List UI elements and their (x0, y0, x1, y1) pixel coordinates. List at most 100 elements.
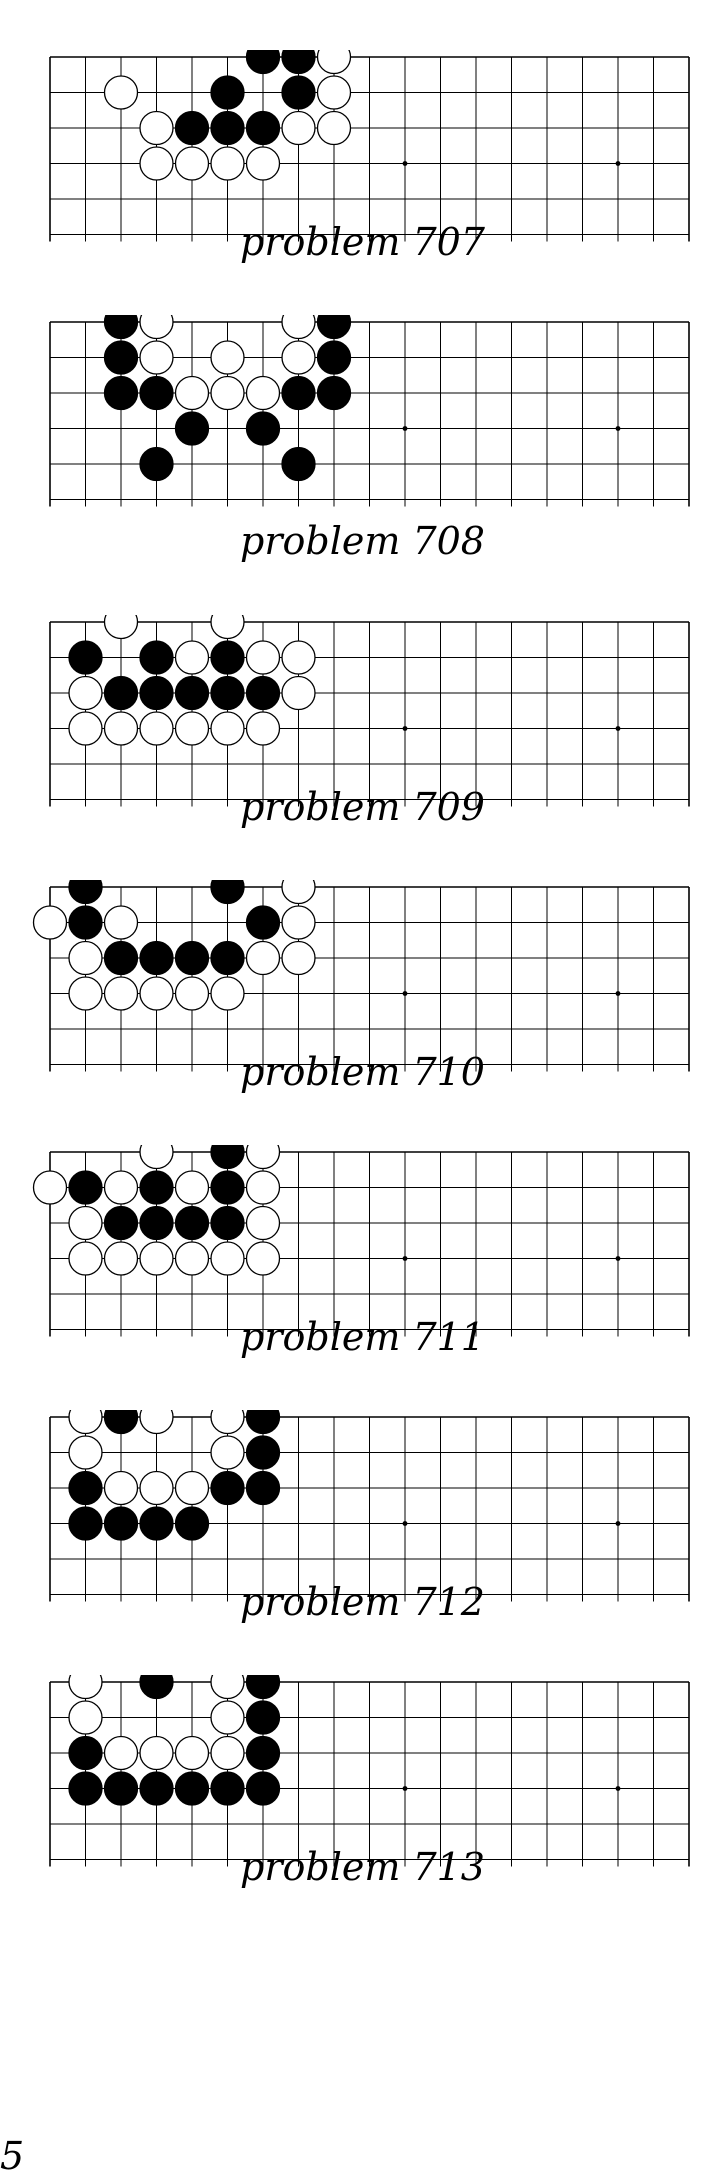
white-stone (139, 110, 174, 146)
star-point (615, 1786, 621, 1791)
caption-problem-713: problem 713 (240, 1845, 485, 1889)
white-stone (210, 1700, 245, 1735)
white-stone (281, 880, 316, 905)
caption-problem-709: problem 709 (240, 785, 485, 829)
white-stone (174, 976, 210, 1011)
black-stone (68, 1506, 103, 1541)
white-stone (210, 1410, 245, 1435)
white-stone (281, 905, 316, 940)
black-stone (245, 1410, 281, 1435)
white-stone (68, 1700, 103, 1735)
black-stone (210, 1145, 245, 1170)
white-stone (174, 375, 210, 411)
page-number: 5 (0, 2134, 25, 2178)
white-stone (245, 940, 281, 976)
star-point (615, 726, 621, 731)
black-stone (281, 50, 316, 75)
white-stone (139, 1410, 174, 1435)
go-board (49, 50, 690, 242)
white-stone (245, 146, 281, 181)
black-stone (245, 1435, 281, 1470)
white-stone (210, 615, 245, 640)
white-stone (103, 615, 139, 640)
black-stone (210, 1205, 245, 1241)
black-stone (174, 1506, 210, 1541)
white-stone (68, 1435, 103, 1470)
black-stone (174, 675, 210, 711)
black-stone (210, 1470, 245, 1506)
black-stone (245, 675, 281, 711)
star-point (402, 1256, 408, 1261)
black-stone (103, 1410, 139, 1435)
white-stone (103, 976, 139, 1011)
white-stone (68, 1675, 103, 1700)
white-stone (281, 940, 316, 976)
black-stone (281, 446, 316, 482)
white-stone (32, 905, 68, 940)
white-stone (210, 976, 245, 1011)
star-point (615, 161, 621, 166)
black-stone (281, 375, 316, 411)
black-stone (316, 340, 352, 375)
white-stone (281, 675, 316, 711)
black-stone (68, 880, 103, 905)
white-stone (245, 1205, 281, 1241)
black-stone (139, 1506, 174, 1541)
white-stone (68, 940, 103, 976)
white-stone (139, 1241, 174, 1276)
black-stone (281, 75, 316, 110)
white-stone (210, 375, 245, 411)
black-stone (103, 375, 139, 411)
white-stone (245, 1145, 281, 1170)
white-stone (68, 1241, 103, 1276)
black-stone (245, 1700, 281, 1735)
black-stone (68, 1771, 103, 1806)
black-stone (174, 940, 210, 976)
black-stone (210, 110, 245, 146)
white-stone (103, 1241, 139, 1276)
white-stone (210, 340, 245, 375)
white-stone (68, 1410, 103, 1435)
caption-problem-712: problem 712 (240, 1580, 485, 1624)
white-stone (210, 1735, 245, 1771)
white-stone (281, 340, 316, 375)
white-stone (103, 905, 139, 940)
white-stone (139, 1145, 174, 1170)
caption-problem-711: problem 711 (240, 1315, 485, 1359)
star-point (615, 991, 621, 996)
star-point (402, 726, 408, 731)
white-stone (174, 1241, 210, 1276)
star-point (615, 1521, 621, 1526)
board-problem-708 (0, 315, 725, 510)
black-stone (139, 1771, 174, 1806)
caption-problem-708: problem 708 (240, 519, 485, 563)
white-stone (139, 340, 174, 375)
black-stone (139, 1675, 174, 1700)
black-stone (174, 110, 210, 146)
star-point (402, 1521, 408, 1526)
white-stone (174, 146, 210, 181)
star-point (402, 991, 408, 996)
white-stone (281, 110, 316, 146)
black-stone (316, 375, 352, 411)
white-stone (139, 315, 174, 340)
black-stone (139, 940, 174, 976)
white-stone (103, 1470, 139, 1506)
black-stone (210, 75, 245, 110)
white-stone (316, 50, 352, 75)
go-board (32, 1145, 690, 1337)
white-stone (103, 1735, 139, 1771)
black-stone (245, 1470, 281, 1506)
white-stone (139, 1470, 174, 1506)
black-stone (139, 1170, 174, 1205)
white-stone (103, 1170, 139, 1205)
black-stone (139, 675, 174, 711)
black-stone (68, 905, 103, 940)
white-stone (174, 1470, 210, 1506)
black-stone (174, 1771, 210, 1806)
white-stone (139, 976, 174, 1011)
white-stone (316, 110, 352, 146)
board-problem-711 (0, 1145, 725, 1340)
white-stone (210, 146, 245, 181)
black-stone (103, 1771, 139, 1806)
